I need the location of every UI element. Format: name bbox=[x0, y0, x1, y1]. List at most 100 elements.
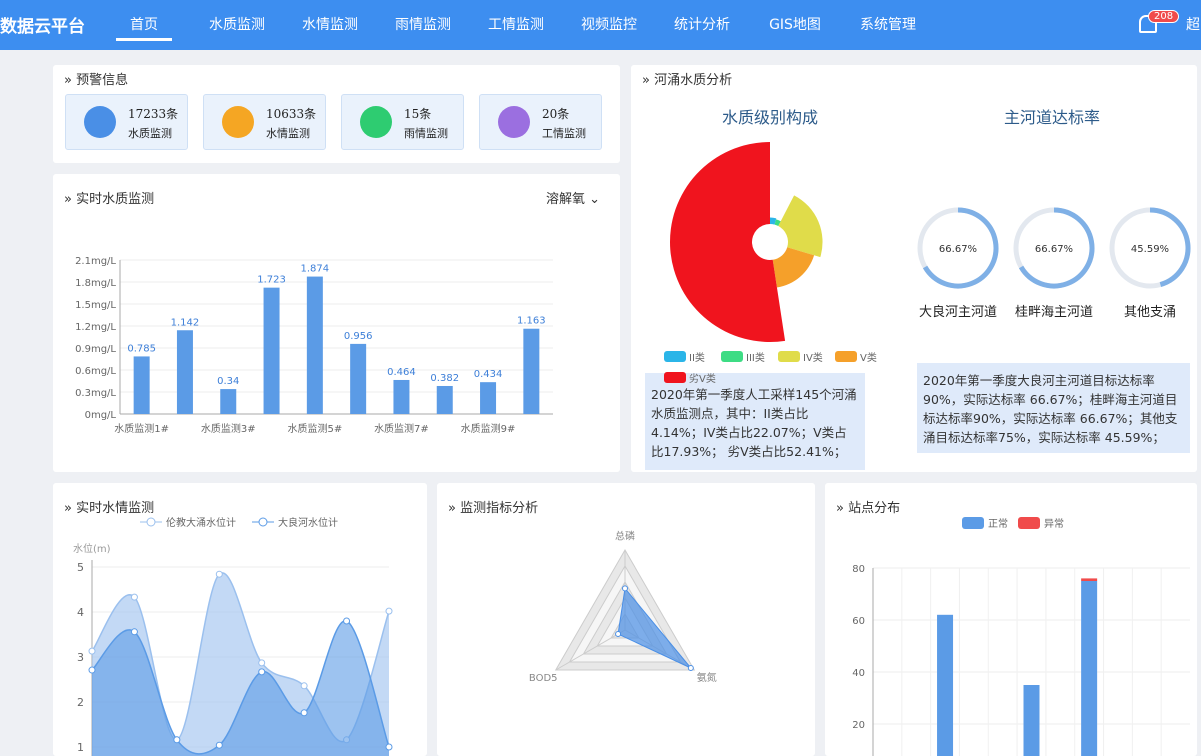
legend-label: IV类 bbox=[803, 351, 823, 364]
bar bbox=[133, 356, 150, 414]
gauge-label: 大良河主河道 bbox=[919, 304, 997, 320]
water-quality-panel bbox=[53, 174, 620, 472]
y-tick-label: 0mg/L bbox=[85, 410, 117, 421]
legend-swatch bbox=[962, 517, 984, 529]
card-icon bbox=[360, 106, 392, 138]
panel-title: » 河涌水质分析 bbox=[642, 73, 733, 88]
value-label: 1.874 bbox=[301, 264, 330, 275]
nav-item[interactable]: 系统管理 bbox=[860, 17, 916, 33]
legend-dot bbox=[146, 517, 156, 527]
point bbox=[215, 741, 223, 749]
legend-label: 异常 bbox=[1044, 517, 1064, 530]
x-tick-label: 水质监测5# bbox=[287, 422, 342, 435]
y-tick-label: 60 bbox=[852, 616, 865, 627]
card-label: 水情监测 bbox=[266, 127, 310, 140]
bar bbox=[350, 343, 367, 414]
nav-item[interactable]: 水质监测 bbox=[209, 17, 265, 33]
chart-title: 主河道达标率 bbox=[1004, 108, 1100, 127]
card-icon bbox=[84, 106, 116, 138]
nav-item[interactable]: 统计分析 bbox=[674, 17, 730, 33]
nav-item[interactable]: 雨情监测 bbox=[395, 17, 451, 33]
gauge-description: 2020年第一季度大良河主河道目标达标率90%，实际达标率 66.67%；桂畔海… bbox=[917, 363, 1190, 453]
gauge-label: 桂畔海主河道 bbox=[1015, 305, 1093, 320]
legend-label: 伦教大涌水位计 bbox=[166, 516, 236, 529]
card-count: 10633条 bbox=[266, 107, 317, 121]
radar-axis bbox=[555, 629, 626, 671]
bar bbox=[937, 614, 954, 756]
legend-swatch bbox=[835, 351, 857, 362]
warning-card[interactable]: 17233条 水质监测 bbox=[65, 94, 188, 150]
warning-card[interactable]: 15条雨情监测 bbox=[341, 94, 464, 150]
y-tick-label: 1 bbox=[77, 741, 84, 754]
radar-point bbox=[615, 631, 622, 637]
bar bbox=[480, 382, 497, 414]
indicator-label: 氨氮 bbox=[697, 671, 717, 684]
panel-title-text: 实时水情监测 bbox=[76, 501, 155, 516]
y-tick-label: 1.2mg/L bbox=[75, 322, 116, 333]
point bbox=[173, 736, 181, 744]
indicator-label: 总磷 bbox=[615, 530, 635, 543]
card-count: 15条 bbox=[404, 107, 432, 121]
card-icon bbox=[498, 106, 530, 138]
point bbox=[300, 709, 308, 717]
panel-title-text: 监测指标分析 bbox=[460, 501, 539, 516]
header: 数据云平台 首页 水质监测 水情监测 雨情监测 工情监测 视频监控 统计分析 GIS地图 系统管… bbox=[0, 0, 1201, 50]
y-tick-label: 80 bbox=[852, 564, 865, 575]
y-tick-label: 40 bbox=[852, 668, 865, 679]
selector-text[interactable]: 溶解氧 bbox=[546, 192, 586, 207]
value-label: 0.785 bbox=[127, 343, 156, 354]
radar-area bbox=[617, 587, 692, 669]
point bbox=[258, 659, 266, 667]
panel-title: » 监测指标分析 bbox=[448, 501, 539, 516]
card-count: 20条 bbox=[542, 107, 570, 121]
y-tick-label: 1.5mg/L bbox=[75, 300, 116, 311]
legend-label: V类 bbox=[860, 351, 877, 364]
nav-item[interactable]: 工情监测 bbox=[488, 17, 544, 33]
legend-label: III类 bbox=[746, 351, 765, 364]
bar bbox=[263, 287, 280, 414]
legend-label: 劣V类 bbox=[689, 372, 716, 385]
user[interactable]: 超 bbox=[1186, 17, 1200, 33]
y-tick-label: 2.1mg/L bbox=[75, 256, 116, 267]
panel-title: » 站点分布 bbox=[836, 501, 901, 516]
point bbox=[385, 743, 393, 751]
selector[interactable]: 溶解氧 ⌄ bbox=[546, 192, 601, 207]
gauge-arc bbox=[1149, 207, 1191, 287]
chart-title: 水质级别构成 bbox=[722, 108, 818, 127]
badge: 208 bbox=[1148, 10, 1180, 23]
y-tick-label: 2 bbox=[77, 696, 84, 709]
value-label: 1.142 bbox=[171, 317, 200, 328]
warning-card[interactable]: 10633条 水情监测 bbox=[203, 94, 326, 150]
pie-slice bbox=[778, 195, 823, 258]
legend-swatch bbox=[721, 351, 743, 362]
panel-title: » 预警信息 bbox=[64, 73, 129, 88]
nav-item[interactable]: 视频监控 bbox=[581, 17, 637, 33]
bar bbox=[220, 389, 237, 414]
legend-swatch bbox=[664, 351, 686, 362]
bar bbox=[523, 328, 540, 414]
panel-title-text: 站点分布 bbox=[848, 501, 901, 516]
nav-item[interactable]: GIS地图 bbox=[769, 17, 821, 33]
gauge-label: 其他支涌 bbox=[1124, 305, 1176, 320]
y-tick-label: 3 bbox=[77, 651, 84, 664]
bar bbox=[1081, 578, 1098, 581]
x-tick-label: 水质监测9# bbox=[461, 422, 516, 435]
value-label: 1.163 bbox=[517, 316, 546, 327]
bar bbox=[436, 385, 453, 414]
y-tick-label: 0.6mg/L bbox=[75, 366, 116, 377]
point bbox=[385, 607, 393, 615]
card-label: 雨情监测 bbox=[404, 127, 448, 140]
card-count: 17233条 bbox=[128, 107, 179, 121]
indicator-label: BOD5 bbox=[529, 673, 558, 684]
radar-point bbox=[687, 665, 694, 671]
y-tick-label: 20 bbox=[852, 720, 865, 731]
warning-card[interactable]: 20条 工情监测 bbox=[479, 94, 602, 150]
pie-slice bbox=[772, 247, 815, 288]
nav-item[interactable]: 水情监测 bbox=[302, 17, 358, 33]
point bbox=[258, 668, 266, 676]
pie-slice bbox=[770, 217, 777, 225]
nav-item[interactable]: 首页 bbox=[130, 17, 158, 33]
point bbox=[88, 666, 96, 674]
gauge-arc bbox=[1018, 207, 1095, 289]
